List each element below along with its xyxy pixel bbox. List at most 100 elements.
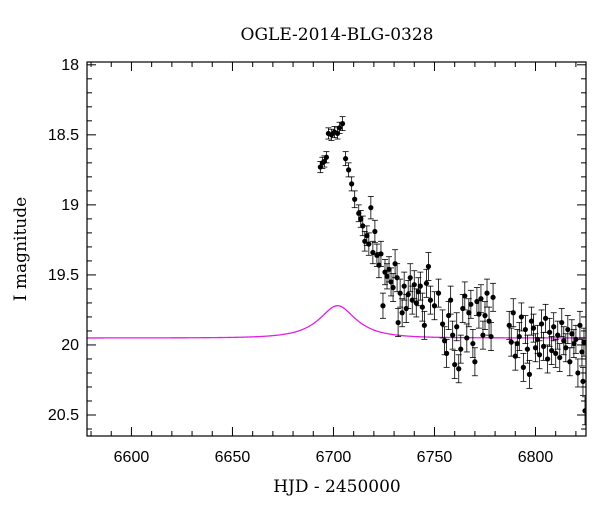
data-marker [413,300,419,306]
data-point [481,301,488,330]
data-marker [520,364,526,370]
data-marker [405,291,411,298]
data-marker [514,340,520,347]
data-point [536,340,543,370]
data-marker [362,238,368,244]
data-point [345,162,352,178]
data-point [581,396,586,426]
data-marker [522,326,528,333]
data-point [576,310,583,340]
data-marker [464,335,470,341]
data-marker [532,345,539,351]
data-marker [454,324,460,330]
data-point [367,196,374,220]
data-point [574,358,581,388]
data-point [377,240,384,267]
x-tick-label: 6600 [114,449,150,466]
data-marker [561,338,567,344]
data-marker [580,378,586,384]
data-point [477,284,484,314]
data-point [520,352,527,382]
data-point [488,322,495,351]
data-point [471,347,478,377]
data-point [449,320,456,350]
data-marker [462,293,468,299]
data-point [516,322,523,351]
data-marker [399,310,405,316]
data-marker [323,154,329,160]
data-point [526,359,533,389]
data-marker [490,294,496,300]
data-point [395,308,402,337]
data-marker [431,303,438,309]
data-marker [549,347,555,354]
data-point [443,338,450,368]
data-marker [536,352,543,358]
data-marker [565,326,571,333]
data-marker [384,273,390,279]
data-marker [417,283,423,289]
data-point [530,313,537,343]
data-marker [530,325,537,331]
data-point [479,320,486,350]
data-marker [575,370,581,376]
data-point [451,350,458,379]
model-curve [87,304,586,339]
data-marker [557,354,563,361]
data-marker [563,345,569,351]
data-marker [484,290,490,296]
data-marker [482,312,488,319]
data-marker [538,321,545,327]
data-marker [444,350,450,356]
data-marker [401,283,407,289]
x-axis-label: HJD - 2450000 [273,477,401,497]
data-marker [553,350,559,356]
data-point [405,280,412,309]
data-point [579,366,586,396]
data-point [421,310,428,340]
data-marker [374,252,380,258]
data-marker [427,297,434,303]
data-marker [425,263,432,270]
data-marker [394,275,400,281]
data-marker [372,228,378,235]
data-point [457,334,464,364]
data-point [369,240,376,265]
data-marker [358,216,364,222]
data-marker [555,332,561,338]
y-tick-label: 19.5 [48,267,79,284]
data-marker [510,310,516,316]
data-marker [407,275,413,281]
data-point [542,303,549,333]
data-point [417,271,424,301]
data-marker [349,181,355,187]
data-marker [360,223,366,229]
data-marker [397,290,403,296]
data-marker [577,322,583,328]
data-marker [336,125,343,131]
data-marker [470,340,476,347]
data-marker [421,322,427,328]
data-point [419,292,426,322]
data-marker [569,331,575,337]
data-marker [346,167,352,173]
data-point [510,298,517,328]
data-marker [364,233,370,239]
data-marker [579,349,585,355]
data-marker [466,310,472,316]
x-tick-label: 6650 [215,449,251,466]
data-marker [448,297,454,303]
data-marker [547,329,553,335]
data-marker [356,210,362,216]
data-marker [456,366,462,372]
data-marker [472,359,478,365]
data-marker [342,156,349,162]
x-tick-label: 6800 [518,449,554,466]
y-tick-label: 20 [61,337,79,354]
data-marker [506,322,512,328]
data-marker [516,333,522,340]
chart-title: OGLE-2014-BLG-0328 [241,25,434,45]
data-point [401,271,408,301]
data-marker [542,315,549,321]
data-marker [411,282,417,288]
